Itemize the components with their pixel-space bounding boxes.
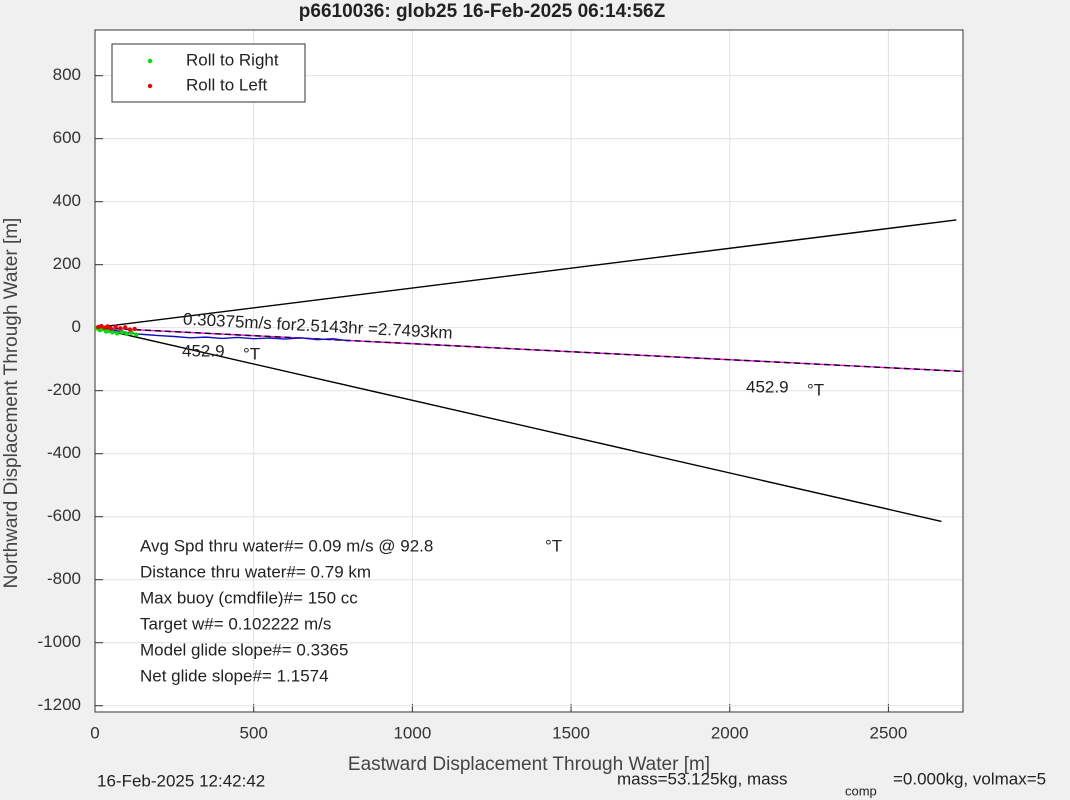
annotation: °T [243,344,260,363]
stats-text: °T [545,536,562,555]
line [95,326,349,342]
y-tick-label: 200 [53,254,81,273]
x-tick-label: 1500 [552,723,590,742]
point [108,326,114,331]
annotation: 452.9 [746,377,789,396]
point [132,326,137,332]
stats-text: Avg Spd thru water#= 0.09 m/s @ 92.8 [140,536,433,555]
legend-label: Roll to Left [186,75,268,94]
footer-text: comp [845,783,877,798]
series-group [95,219,963,523]
x-tick-label: 0 [90,723,99,742]
point [127,327,133,332]
point [105,324,110,329]
legend-label: Roll to Right [186,50,279,69]
legend-marker [147,83,153,89]
legend-marker [147,58,153,64]
plot-area [95,30,963,712]
x-tick-label: 2500 [870,723,908,742]
y-axis-label: Northward Displacement Through Water [m] [1,218,22,589]
x-tick-label: 2000 [711,723,749,742]
y-tick-label: 400 [53,191,81,210]
line [95,326,963,373]
stats-text: Distance thru water#= 0.79 km [140,562,371,581]
y-tick-label: -800 [47,569,81,588]
y-tick-label: 600 [53,128,81,147]
y-tick-label: 800 [53,65,81,84]
footer-text: mass=53.125kg, mass [617,769,788,788]
stats-text: Net glide slope#= 1.1574 [140,666,329,685]
line [95,219,957,329]
y-tick-label: -1000 [38,632,81,651]
stats-text: Target w#= 0.102222 m/s [140,614,331,633]
x-axis-label: Eastward Displacement Through Water [m] [348,754,710,775]
stats-text: Max buoy (cmdfile)#= 150 cc [140,588,358,607]
y-tick-label: -1200 [38,695,81,714]
y-tick-label: -400 [47,443,81,462]
point [118,326,123,331]
line [95,327,942,523]
legend-box [111,43,306,103]
footer-text: 16-Feb-2025 12:42:42 [97,771,265,790]
chart-title: p6610036: glob25 16-Feb-2025 06:14:56Z [299,1,666,22]
x-tick-label: 500 [239,723,267,742]
footer-text: =0.000kg, volmax=5 [893,769,1046,788]
point [113,324,118,329]
stats-text: Model glide slope#= 0.3365 [140,640,348,659]
y-tick-label: 0 [72,317,81,336]
point [110,330,115,335]
point [115,331,120,336]
x-tick-label: 1000 [393,723,431,742]
point [134,332,139,337]
point [124,331,129,337]
annotation: 452.9 [182,341,225,360]
point [122,325,128,330]
point [119,329,125,335]
y-tick-label: -200 [47,380,81,399]
annotation: °T [807,380,824,399]
y-tick-label: -600 [47,506,81,525]
